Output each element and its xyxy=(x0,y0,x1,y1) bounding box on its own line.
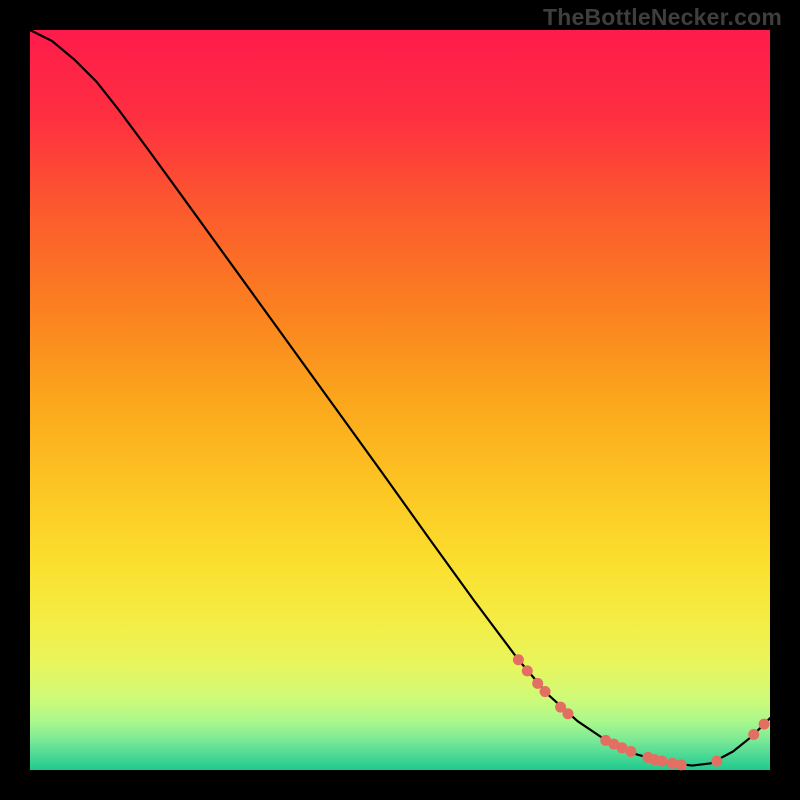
watermark-text: TheBottleNecker.com xyxy=(543,4,782,31)
marker-point xyxy=(522,665,533,676)
marker-point xyxy=(748,729,759,740)
marker-point xyxy=(676,759,687,770)
marker-point xyxy=(759,719,770,730)
marker-point xyxy=(711,756,722,767)
marker-point xyxy=(625,746,636,757)
marker-point xyxy=(532,678,543,689)
marker-point xyxy=(540,686,551,697)
marker-point xyxy=(656,756,667,767)
marker-point xyxy=(562,708,573,719)
marker-point xyxy=(513,654,524,665)
bottleneck-chart xyxy=(0,0,800,800)
